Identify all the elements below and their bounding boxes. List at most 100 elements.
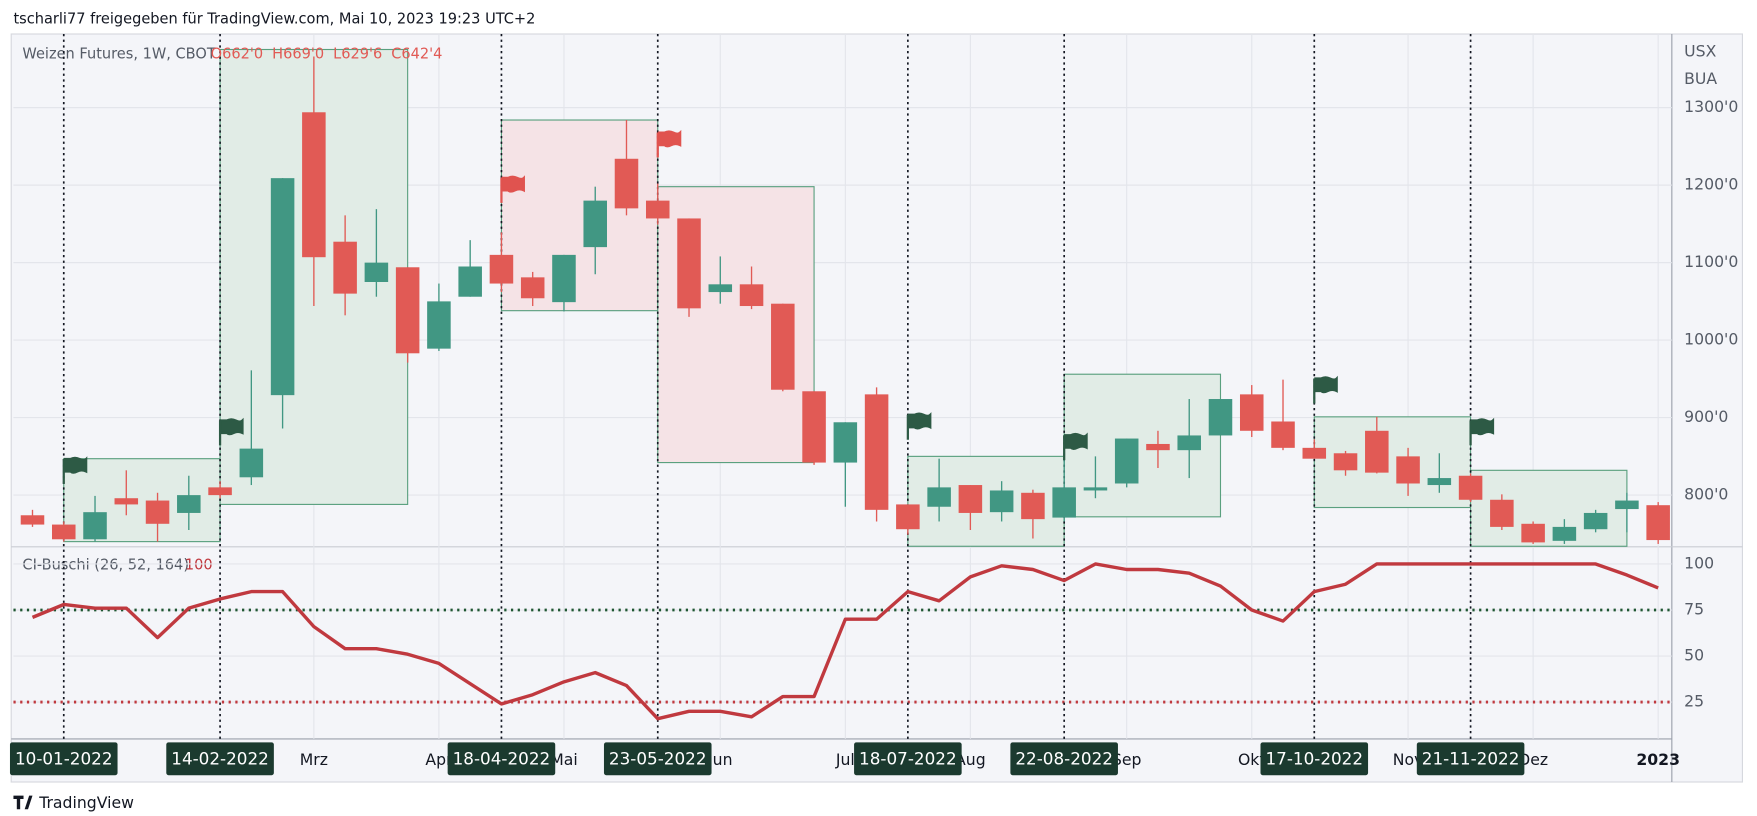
candle-body (552, 254, 576, 303)
candle-body (114, 498, 139, 505)
candle-body (927, 487, 951, 507)
candle-body (208, 487, 232, 496)
candle-body (833, 422, 858, 463)
candle-body (1615, 500, 1639, 510)
flag-icon (906, 412, 932, 440)
date-label-box (447, 742, 556, 776)
candle-body (614, 158, 639, 209)
flag-icon (500, 175, 525, 203)
candle-body (1490, 499, 1514, 527)
x-tick-label: Nov (1393, 750, 1424, 769)
y-tick-label: 1000'0 (1684, 330, 1738, 349)
date-label-box (166, 742, 274, 776)
candle-body (1458, 475, 1483, 500)
x-tick-label: Dez (1518, 750, 1548, 769)
x-tick-label: 2023 (1636, 750, 1680, 769)
candle-body (51, 524, 76, 540)
indicator-line (31, 562, 1659, 721)
date-label-box (9, 742, 118, 776)
y-tick-label: 900'0 (1684, 407, 1728, 426)
candle-body (1396, 456, 1420, 484)
x-tick-label: Mai (550, 750, 577, 769)
flag-icon (1313, 375, 1338, 404)
event-date-label: 14-02-2022 (171, 748, 269, 768)
candle-body (1146, 443, 1170, 451)
event-date-label: 18-04-2022 (453, 748, 551, 768)
flag-icon (1469, 417, 1495, 446)
candle-body (1114, 438, 1139, 484)
ohlc-label: O662'0 (211, 45, 264, 62)
candle-body (1365, 430, 1389, 473)
candle-body (177, 495, 201, 513)
event-date-label: 22-08-2022 (1015, 748, 1113, 768)
date-label-box (603, 742, 712, 776)
y-tick-label: 1200'0 (1684, 175, 1738, 194)
candle-body (458, 266, 482, 297)
event-date-label: 23-05-2022 (609, 748, 707, 768)
candle-body (958, 485, 983, 513)
date-label-box (1010, 742, 1118, 776)
candle-body (239, 448, 264, 478)
indicator-name: CI-Buschi (26, 52, 164) (22, 556, 189, 573)
x-tick-label: Sep (1112, 750, 1142, 769)
candle-body (364, 262, 389, 282)
ohlc-label: H669'0 (272, 45, 324, 62)
candle-body (1177, 435, 1201, 451)
ohlc-label: L629'6 (333, 45, 382, 62)
candle-body (333, 241, 357, 294)
axis-unit: BUA (1684, 69, 1717, 88)
candle-body (989, 490, 1014, 513)
candle-body (1083, 487, 1108, 491)
flag-icon (1063, 432, 1088, 461)
candle-body (1552, 526, 1577, 541)
candle-body (1521, 523, 1545, 543)
x-tick-label: Aug (955, 750, 986, 769)
candle-body (739, 284, 764, 307)
x-tick-label: Jul (835, 750, 855, 769)
candle-body (677, 218, 701, 309)
y-tick-label: 75 (1684, 599, 1704, 618)
labels-layer: 1300'0 1200'0 1100'0 1000'0 900'0 800'0 100 75 5… (9, 45, 1738, 776)
candle-body (896, 504, 920, 530)
x-tick-label: Okt (1238, 750, 1266, 769)
candle-body (1646, 505, 1670, 541)
candle-body (802, 391, 826, 463)
marks-layer (20, 56, 1670, 721)
x-tick-label: Apr (425, 750, 453, 769)
candle-body (302, 112, 326, 258)
candle-body (1427, 478, 1452, 486)
event-date-label: 17-10-2022 (1265, 748, 1363, 768)
candle-body (708, 284, 733, 293)
candle-body (145, 500, 170, 524)
x-tick-label: Jun (707, 750, 732, 769)
date-label-box (1260, 742, 1369, 776)
axis-unit: USX (1684, 42, 1716, 61)
candle-body (1333, 453, 1358, 471)
candle-body (771, 303, 795, 390)
candle-body (395, 267, 420, 354)
candle-body (645, 200, 670, 219)
event-date-label: 21-11-2022 (1422, 748, 1520, 768)
candle-body (1302, 447, 1327, 459)
candle-body (1239, 394, 1264, 431)
candle-body (864, 394, 889, 510)
chart-title: Weizen Futures, 1W, CBOT (22, 45, 215, 62)
candle-body (1021, 492, 1045, 520)
flag-icon (62, 456, 88, 484)
event-date-label: 18-07-2022 (859, 748, 957, 768)
candle-body (489, 254, 514, 284)
y-tick-label: 800'0 (1684, 485, 1728, 504)
candle-body (1271, 421, 1295, 448)
candle-body (1052, 487, 1076, 518)
y-tick-label: 25 (1684, 692, 1704, 711)
y-tick-label: 1100'0 (1684, 252, 1738, 271)
flag-icon (656, 129, 682, 158)
y-tick-label: 1300'0 (1684, 97, 1738, 116)
ohlc-label: C642'4 (391, 45, 442, 62)
candle-body (1208, 399, 1233, 436)
candle-body (1583, 512, 1608, 530)
event-date-label: 10-01-2022 (15, 748, 113, 768)
candle-body (427, 301, 451, 349)
date-label-box (854, 742, 962, 776)
